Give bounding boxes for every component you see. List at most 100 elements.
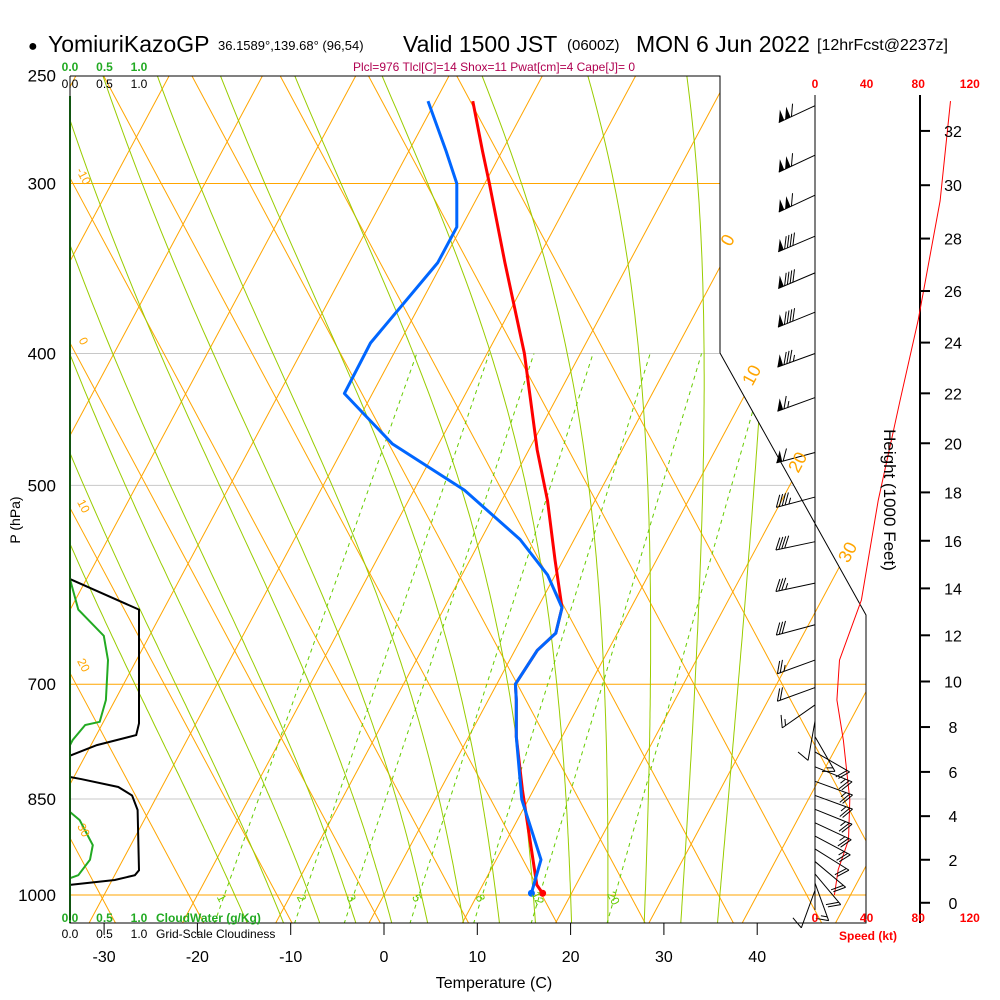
barb-feather <box>836 852 848 861</box>
temperature-surface-dot <box>539 889 547 897</box>
height-tick-label: 24 <box>944 336 962 353</box>
adiabat-label: 0 <box>76 335 92 348</box>
isotherm-line <box>181 76 637 923</box>
barb-half-feather <box>820 915 828 918</box>
barb-feather <box>775 578 781 592</box>
barb-feather <box>790 153 794 167</box>
isotherm-line <box>70 76 170 923</box>
barb-staff <box>800 890 816 929</box>
wind-barb <box>792 890 816 929</box>
barb-pennant <box>777 354 784 368</box>
temperature-tick-label: 30 <box>655 949 673 966</box>
wind-barb <box>814 780 853 804</box>
cloud-scale-label: 1.0 <box>131 911 148 925</box>
cloud-scale-label: 0.5 <box>96 927 113 941</box>
barb-feather <box>827 904 841 908</box>
barb-feather <box>775 494 781 508</box>
pressure-tick-label: 300 <box>28 174 56 193</box>
dewpoint-surface-dot <box>527 889 535 897</box>
barb-half-feather <box>784 719 787 726</box>
cloud-scale-label: 0.0 <box>62 60 79 74</box>
moist-adiabat-line <box>98 76 429 923</box>
barb-feather <box>784 535 790 549</box>
barb-staff <box>778 105 816 124</box>
plot-border <box>69 75 867 924</box>
height-tick-label: 0 <box>949 896 958 913</box>
temperature-tick-label: 10 <box>468 949 486 966</box>
barb-pennant <box>778 159 785 173</box>
barb-feather <box>792 232 795 246</box>
barb-feather <box>833 886 846 893</box>
adiabat-label: 10 <box>74 497 93 516</box>
cloudiness-line <box>69 578 140 757</box>
speed-scale-label: 0 <box>812 911 819 925</box>
wind-barb <box>776 448 816 464</box>
barb-feather <box>837 869 850 877</box>
barb-staff <box>814 780 853 796</box>
moist-adiabat-line <box>70 76 322 923</box>
cloud-scale-label: 0.5 <box>96 77 113 91</box>
adiabat-line <box>191 76 646 923</box>
wind-barb <box>775 577 816 592</box>
moist-adiabat-line <box>70 76 286 923</box>
barb-half-feather <box>840 821 846 827</box>
barb-pennant <box>785 156 791 170</box>
speed-scale-label: 80 <box>912 77 926 91</box>
barb-feather <box>815 917 829 922</box>
height-tick-label: 26 <box>944 284 962 301</box>
barb-staff <box>814 736 836 772</box>
title-bullet: ● <box>28 38 38 55</box>
barb-half-feather <box>788 497 792 505</box>
barb-staff <box>814 822 852 841</box>
mixing-ratio-line <box>343 353 535 923</box>
barb-feather <box>790 103 794 117</box>
barb-staff <box>776 624 816 636</box>
moist-adiabat-line <box>476 76 609 923</box>
moist-adiabat-line <box>583 76 652 923</box>
barb-staff <box>781 704 816 729</box>
cloudiness-title: Grid-Scale Cloudiness <box>156 927 275 941</box>
wind-barb <box>814 835 851 863</box>
wind-barb <box>777 269 816 289</box>
cloud-water-title: CloudWater (g/Kg) <box>156 911 261 925</box>
height-tick-label: 6 <box>949 765 958 782</box>
isotherm-line <box>555 76 866 923</box>
speed-scale-label: 120 <box>960 77 980 91</box>
barb-feather <box>839 793 851 803</box>
adiabat-line <box>70 76 205 923</box>
barb-staff <box>777 311 816 328</box>
barb-pennant <box>778 275 784 289</box>
barb-staff <box>814 766 853 783</box>
station-name: YomiuriKazoGP <box>48 31 210 57</box>
height-tick-label: 22 <box>944 386 962 403</box>
speed-axis-title: Speed (kt) <box>839 929 897 943</box>
mixing-ratio-label: 12 <box>528 889 547 908</box>
moist-adiabat-line <box>289 76 537 923</box>
cloud-scale-label: 0.0 <box>62 911 79 925</box>
wind-barb <box>814 766 853 791</box>
wind-panel <box>775 95 951 929</box>
cloud-scale-label: 0.0 <box>62 77 79 91</box>
barb-staff <box>807 720 816 761</box>
cloud-scale-label: 1.0 <box>131 77 148 91</box>
barb-staff <box>814 873 842 905</box>
barb-feather <box>789 349 793 363</box>
barb-feather <box>797 751 809 761</box>
temperature-tick-label: 20 <box>562 949 580 966</box>
adiabat-line <box>368 76 823 923</box>
chart-frame <box>69 75 867 935</box>
barb-feather <box>789 270 793 284</box>
moist-adiabat-line <box>70 76 250 923</box>
temperature-tick-label: -10 <box>279 949 302 966</box>
barb-half-feather <box>785 583 789 590</box>
barb-feather <box>781 536 787 549</box>
mixing-ratio-line <box>530 353 703 923</box>
cloud-water-line <box>69 578 110 746</box>
moist-adiabat-line <box>376 76 573 923</box>
barb-feather <box>838 771 850 779</box>
cloudiness-line <box>69 776 141 886</box>
adiabat-label: -10 <box>73 165 94 187</box>
barb-pennant <box>777 314 784 328</box>
barb-feather <box>789 233 793 247</box>
pressure-tick-label: 250 <box>28 67 56 86</box>
